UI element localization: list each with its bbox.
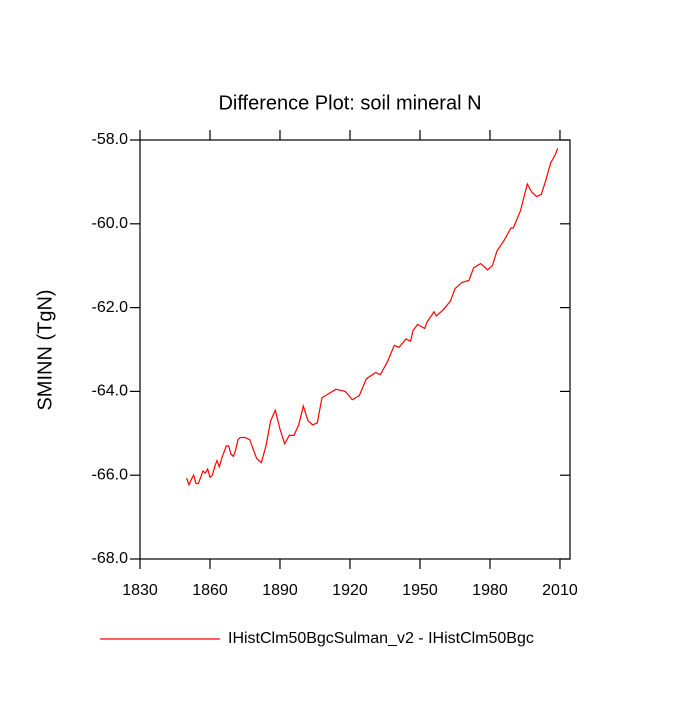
- x-tick-label: 1950: [402, 582, 438, 599]
- x-tick-label: 1890: [262, 582, 298, 599]
- y-tick-label: -60.0: [92, 215, 129, 232]
- y-tick-label: -68.0: [92, 550, 129, 567]
- y-tick-label: -64.0: [92, 383, 129, 400]
- x-tick-label: 1860: [192, 582, 228, 599]
- x-tick-label: 1830: [122, 582, 158, 599]
- y-tick-label: -58.0: [92, 131, 129, 148]
- x-tick-label: 2010: [542, 582, 578, 599]
- plot-frame: [139, 139, 571, 560]
- y-tick-label: -62.0: [92, 299, 129, 316]
- data-line: [186, 148, 559, 487]
- x-tick-label: 1980: [472, 582, 508, 599]
- y-axis-label: SMINN (TgN): [34, 289, 56, 410]
- chart-title: Difference Plot: soil mineral N: [218, 92, 481, 114]
- x-tick-label: 1920: [332, 582, 368, 599]
- legend-label: IHistClm50BgcSulman_v2 - IHistClm50Bgc: [228, 630, 534, 647]
- y-tick-label: -66.0: [92, 466, 129, 483]
